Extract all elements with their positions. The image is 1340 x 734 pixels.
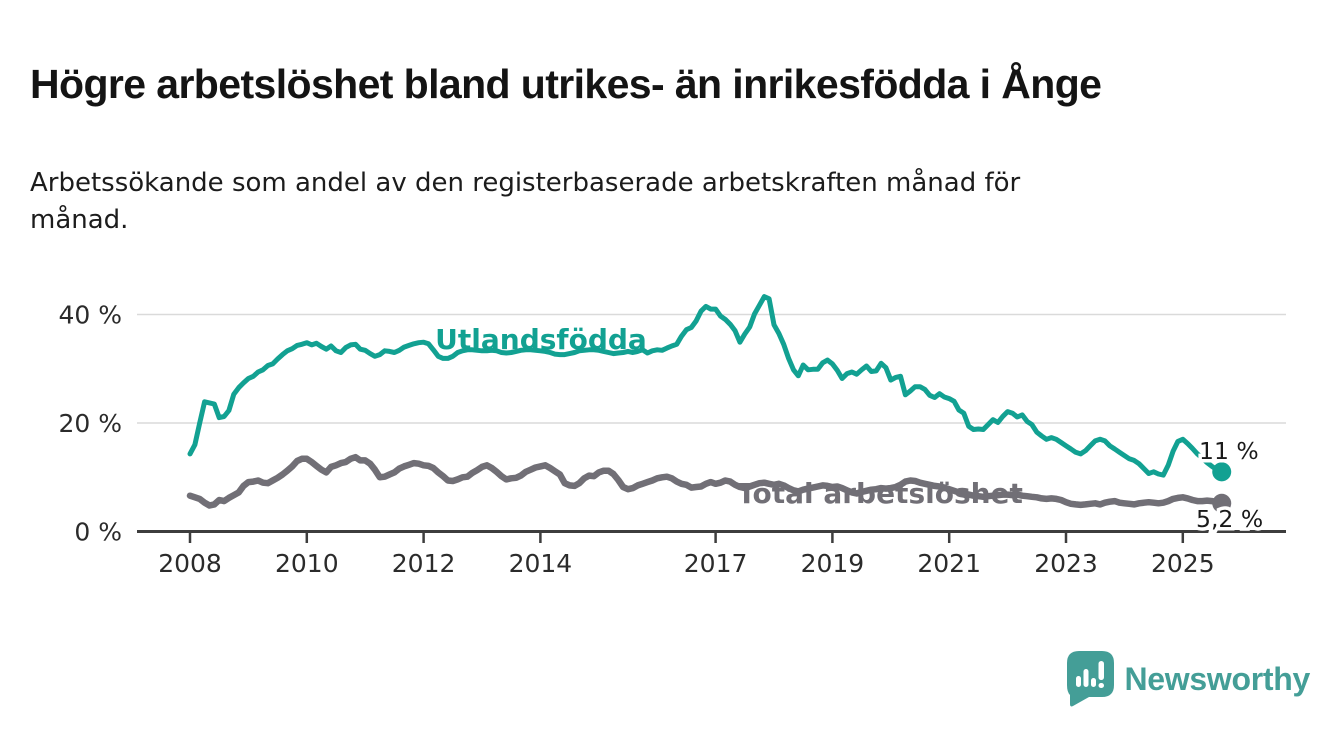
chart-subtitle: Arbetssökande som andel av den registerb…	[30, 168, 1021, 236]
series-end-dot-total-arbetsloshet	[1212, 493, 1232, 513]
y-tick-label: 40 %	[58, 301, 122, 330]
x-tick-label: 2012	[392, 549, 456, 578]
series-label-total-arbetsloshet: Total arbetslöshet	[737, 477, 1023, 510]
series-end-label-total-arbetsloshet: 5,2 %	[1196, 505, 1263, 533]
line-chart: 0 % 20 % 40 % 2008 2010 2012 2014 2017 2019 2021 2…	[58, 294, 1286, 578]
newsworthy-logo-icon	[1066, 651, 1114, 707]
y-tick-label: 0 %	[74, 518, 122, 547]
x-tick-label: 2019	[801, 549, 865, 578]
y-tick-label: 20 %	[58, 409, 122, 438]
series-line-total-arbetsloshet	[186, 453, 1225, 509]
page-title: Högre arbetslöshet bland utrikes- än inr…	[30, 61, 1102, 108]
x-tick-label: 2023	[1034, 549, 1098, 578]
x-tick-label: 2014	[509, 549, 573, 578]
series-end-dot-utlandsfodda	[1212, 462, 1232, 482]
x-tick-label: 2008	[158, 549, 222, 578]
series-label-utlandsfodda: Utlandsfödda	[435, 323, 647, 356]
x-tick-label: 2017	[684, 549, 748, 578]
newsworthy-logo: Newsworthy	[1066, 651, 1311, 708]
series-line-utlandsfodda	[187, 294, 1225, 478]
x-tick-label: 2025	[1151, 549, 1215, 578]
x-tick-label: 2021	[917, 549, 981, 578]
x-tick-label: 2010	[275, 549, 339, 578]
series-end-label-utlandsfodda: 11 %	[1199, 437, 1259, 465]
newsworthy-logo-text: Newsworthy	[1124, 661, 1311, 697]
